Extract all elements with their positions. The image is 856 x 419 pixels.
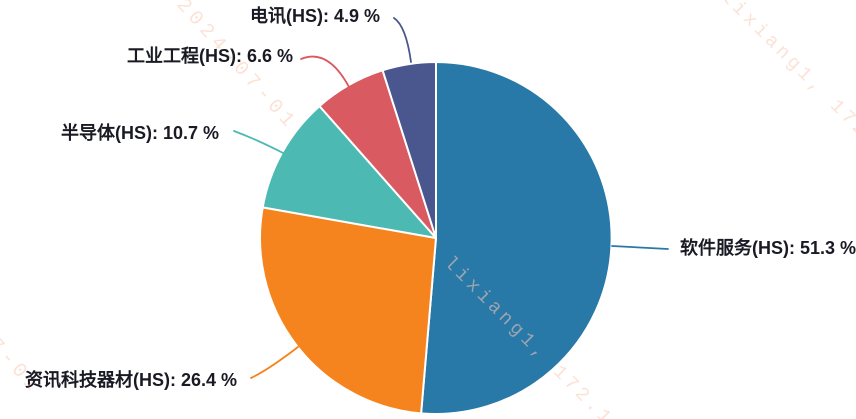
leader-line-4 — [393, 17, 412, 63]
pie-slice-1[interactable] — [259, 206, 437, 415]
pie-slice-0[interactable] — [420, 61, 613, 415]
pie-label-software-services: 软件服务(HS): 51.3 % — [680, 238, 856, 258]
pie-label-telecom: 电讯(HS): 4.9 % — [249, 6, 380, 26]
leader-line-0 — [611, 245, 669, 250]
leader-line-3 — [300, 55, 350, 88]
pie-slice-4[interactable] — [381, 61, 437, 239]
leader-line-2 — [233, 130, 286, 155]
pie-label-industrial-engineering: 工业工程(HS): 6.6 % — [126, 46, 293, 66]
pie-label-it-equipment: 资讯科技器材(HS): 26.4 % — [24, 370, 237, 390]
pie-label-semiconductor: 半导体(HS): 10.7 % — [60, 123, 219, 143]
leader-line-1 — [250, 346, 299, 379]
